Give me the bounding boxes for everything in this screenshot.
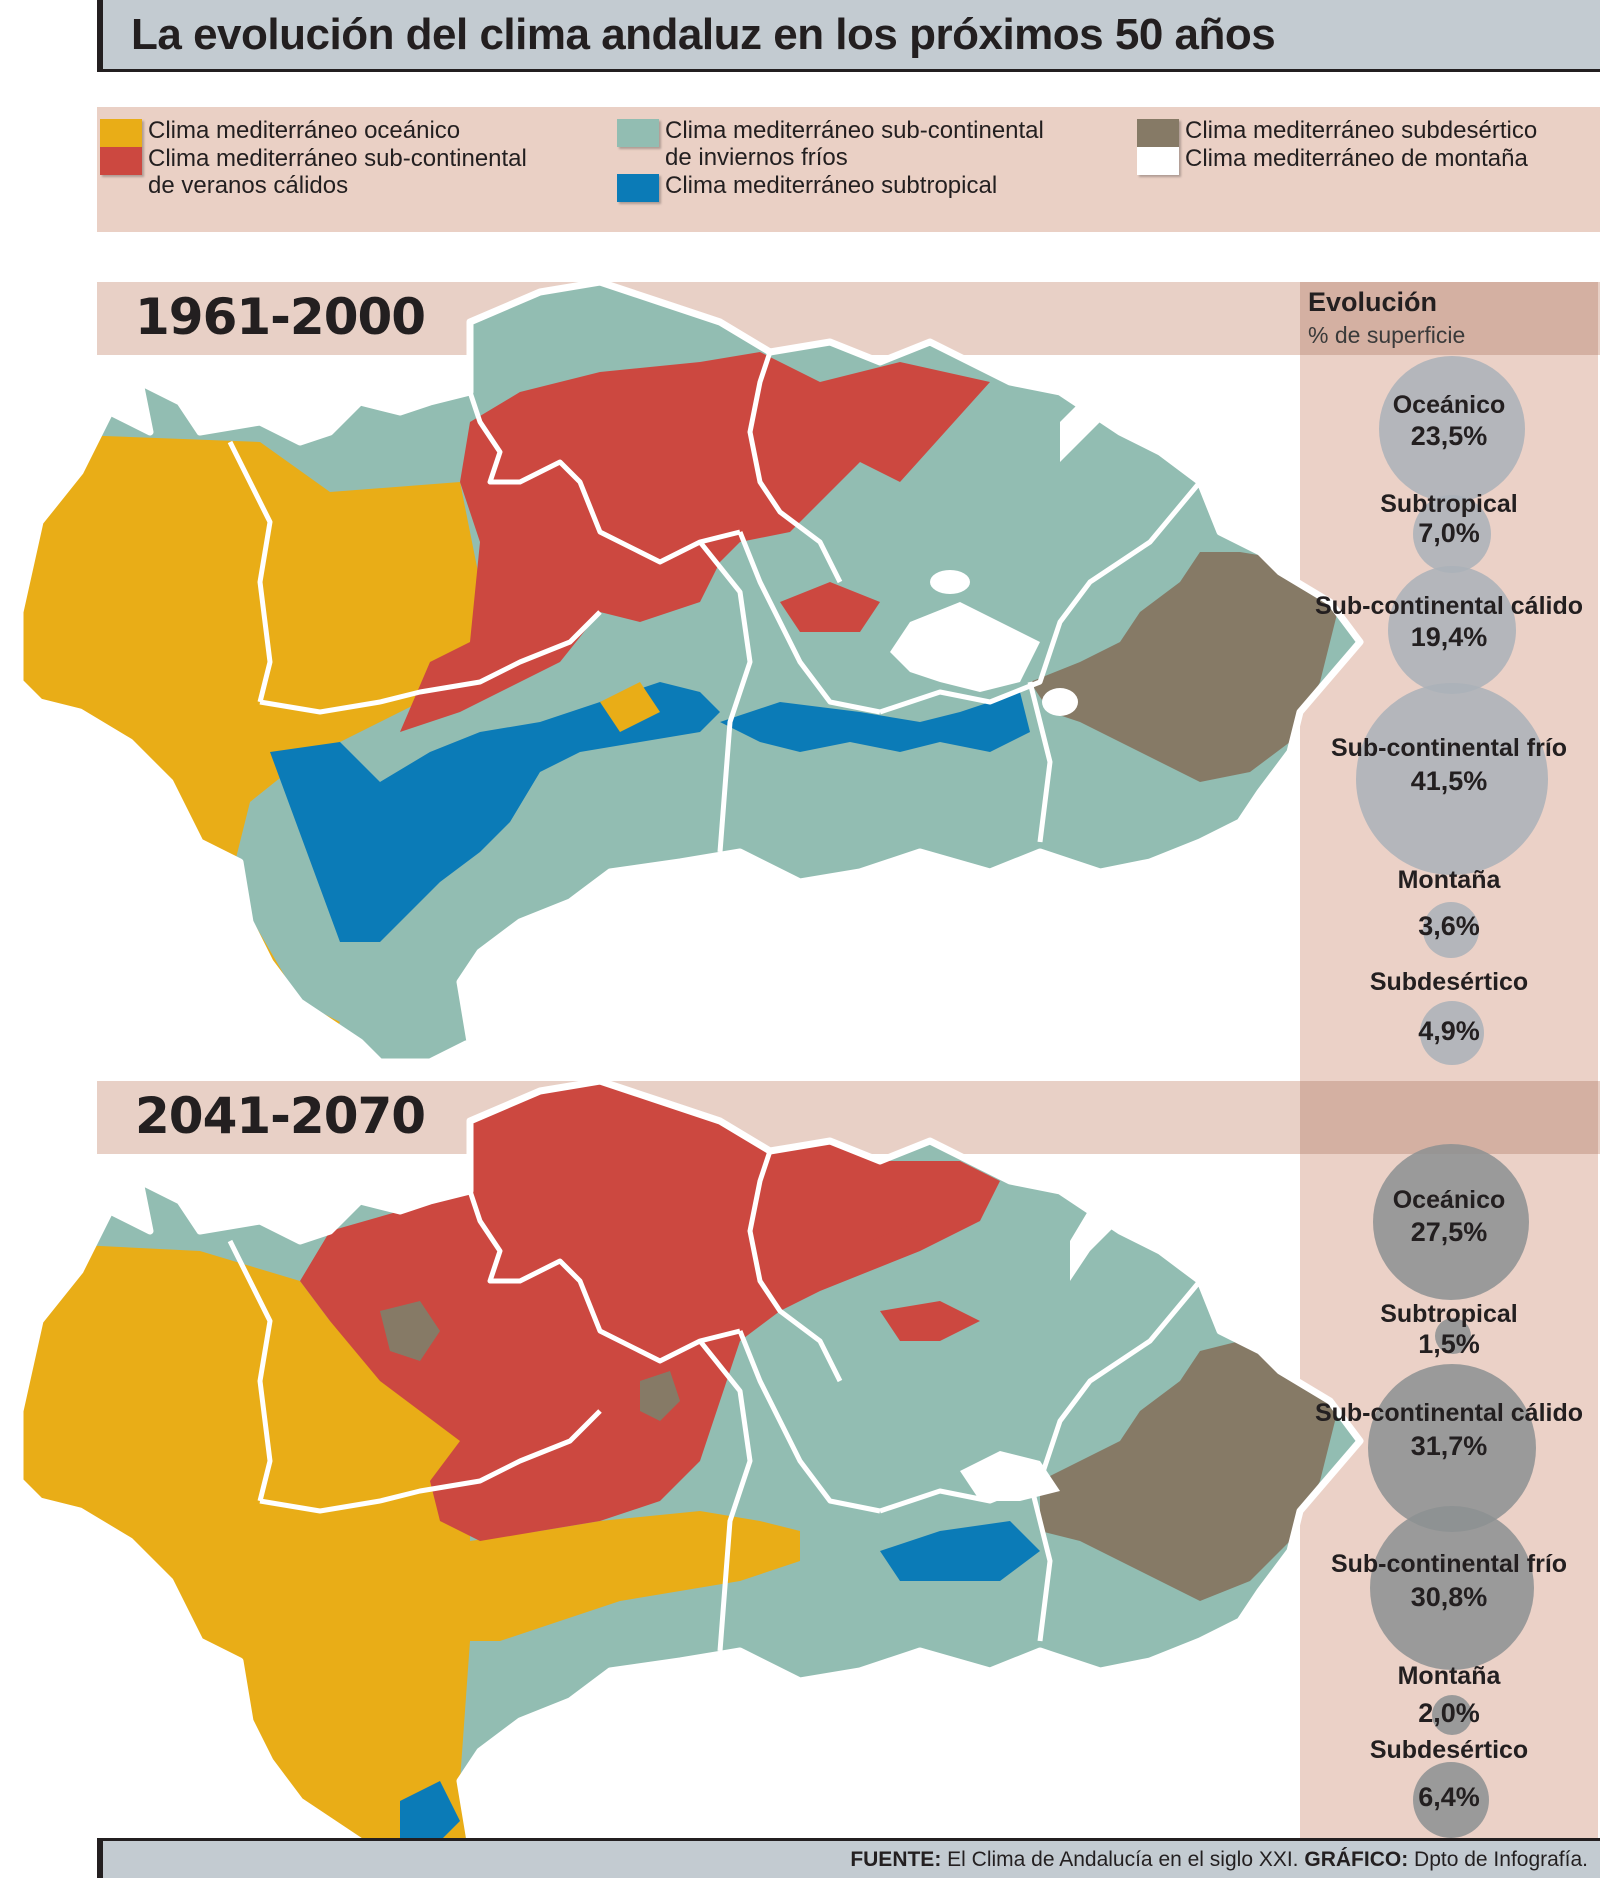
- page-title: La evolución del clima andaluz en los pr…: [131, 10, 1276, 59]
- bubble-subcont-frio-2041: [1370, 1506, 1534, 1670]
- stat-label: Oceánico: [1392, 1186, 1506, 1214]
- stat-label: Subdesértico: [1369, 968, 1529, 996]
- stat-value: 19,4%: [1410, 622, 1488, 652]
- legend-item-subcont-frio: Clima mediterráneo sub-continental de in…: [617, 117, 1044, 171]
- bubble-oceanico-2041: [1373, 1144, 1529, 1300]
- swatch-subdesertico: [1137, 119, 1179, 147]
- legend-label: de inviernos fríos: [665, 144, 848, 171]
- bubble-subcont-calido-1961: [1388, 566, 1516, 694]
- stat-label: Sub-continental cálido: [1314, 592, 1584, 620]
- bubble-subtropical-2041: [1435, 1318, 1471, 1354]
- swatch-subtropical: [617, 174, 659, 202]
- legend-item-subtropical: Clima mediterráneo subtropical: [617, 172, 997, 202]
- legend: Clima mediterráneo oceánico Clima medite…: [97, 107, 1600, 232]
- stat-label: Oceánico: [1392, 391, 1506, 419]
- bubble-subcont-frio-1961: [1356, 683, 1548, 875]
- period-label: 1961-2000: [135, 288, 426, 346]
- stat-label: Montaña: [1397, 866, 1501, 894]
- stat-label: Montaña: [1397, 1662, 1501, 1690]
- stat-value: 31,7%: [1410, 1431, 1488, 1461]
- legend-item-subdesertico: Clima mediterráneo subdesértico: [1137, 117, 1537, 147]
- stat-value: 3,6%: [1418, 911, 1480, 941]
- swatch-subcont-calido: [100, 147, 142, 175]
- period-label: 2041-2070: [135, 1087, 426, 1145]
- stat-value: 4,9%: [1418, 1016, 1480, 1046]
- swatch-montana: [1137, 147, 1179, 175]
- stat-value: 27,5%: [1410, 1217, 1488, 1247]
- source-text: El Clima de Andalucía en el siglo XXI.: [947, 1848, 1299, 1871]
- stat-value: 7,0%: [1418, 518, 1480, 548]
- legend-label: Clima mediterráneo subdesértico: [1185, 117, 1538, 144]
- footer: FUENTE: El Clima de Andalucía en el sigl…: [97, 1838, 1600, 1878]
- source-label: FUENTE:: [850, 1848, 942, 1871]
- legend-item-oceanico: Clima mediterráneo oceánico: [100, 117, 460, 147]
- stat-label: Sub-continental frío: [1330, 734, 1568, 762]
- bubble-montana-1961: [1423, 902, 1479, 958]
- stat-value: 6,4%: [1418, 1782, 1480, 1812]
- stat-value: 23,5%: [1410, 421, 1488, 451]
- swatch-subcont-frio: [617, 119, 659, 147]
- stat-label: Subtropical: [1380, 490, 1518, 518]
- evolution-header: [1300, 282, 1598, 355]
- bubble-montana-2041: [1432, 1695, 1472, 1735]
- stat-label: Subdesértico: [1369, 1736, 1529, 1764]
- bubble-subdesertico-2041: [1413, 1762, 1489, 1838]
- map-2041-2070: [16, 1081, 1364, 1865]
- title-bar: La evolución del clima andaluz en los pr…: [97, 0, 1600, 72]
- bubble-oceanico-1961: [1379, 356, 1525, 502]
- map-1961-2000: [16, 282, 1364, 1066]
- evolution-header-2: [1300, 1081, 1598, 1154]
- stat-value: 2,0%: [1418, 1698, 1480, 1728]
- graphic-label: GRÁFICO:: [1304, 1848, 1409, 1871]
- bubble-subcont-calido-2041: [1368, 1364, 1536, 1532]
- legend-label: Clima mediterráneo sub-continental: [148, 145, 527, 172]
- legend-label: Clima mediterráneo subtropical: [665, 172, 998, 199]
- legend-label: de veranos cálidos: [148, 172, 349, 199]
- legend-item-montana: Clima mediterráneo de montaña: [1137, 145, 1528, 175]
- footer-credits: FUENTE: El Clima de Andalucía en el sigl…: [850, 1848, 1588, 1872]
- legend-item-subcont-calido: Clima mediterráneo sub-continental de ve…: [100, 145, 527, 199]
- bubble-subtropical-1961: [1413, 495, 1491, 573]
- evolution-title: Evolución: [1308, 287, 1438, 317]
- stat-value: 30,8%: [1410, 1582, 1488, 1612]
- stat-label: Subtropical: [1380, 1300, 1518, 1328]
- stat-label: Sub-continental frío: [1330, 1550, 1568, 1578]
- legend-label: Clima mediterráneo sub-continental: [665, 117, 1044, 144]
- swatch-oceanico: [100, 119, 142, 147]
- legend-label: Clima mediterráneo de montaña: [1185, 145, 1528, 172]
- bubble-subdesertico-1961: [1420, 1001, 1484, 1065]
- stat-label: Sub-continental cálido: [1314, 1399, 1584, 1427]
- graphic-text: Dpto de Infografía.: [1414, 1848, 1588, 1871]
- stat-value: 1,5%: [1418, 1329, 1480, 1359]
- legend-label: Clima mediterráneo oceánico: [148, 117, 461, 144]
- evolution-subtitle: % de superficie: [1308, 322, 1466, 348]
- stat-value: 41,5%: [1410, 766, 1488, 796]
